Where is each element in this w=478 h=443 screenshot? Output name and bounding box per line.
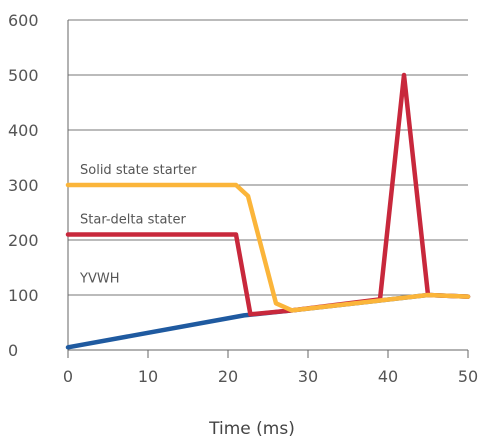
labels: Solid state starter Star-delta stater YVWH xyxy=(79,163,197,286)
y-tick-label-300: 300 xyxy=(8,176,39,195)
y-tick-label-0: 0 xyxy=(8,341,18,360)
x-tick-label-40: 40 xyxy=(378,367,398,386)
series-lines xyxy=(65,72,471,350)
series-label-solid-state-starter: Solid state starter xyxy=(80,163,197,178)
series-line-solid-state-starter xyxy=(65,182,471,313)
series-line-yvwh xyxy=(65,292,471,350)
y-tick-label-500: 500 xyxy=(8,66,39,85)
series-label-yvwh: YVWH xyxy=(79,271,119,286)
series-label-star-delta-stater: Star-delta stater xyxy=(80,213,187,228)
y-tick-label-200: 200 xyxy=(8,231,39,250)
axes: 0 100 200 300 400 500 600 0 10 20 30 40 50 xyxy=(8,11,478,386)
y-tick-label-400: 400 xyxy=(8,121,39,140)
y-tick-label-600: 600 xyxy=(8,11,39,30)
x-tick-label-30: 30 xyxy=(298,367,318,386)
x-tick-label-0: 0 xyxy=(63,367,73,386)
y-tick-label-100: 100 xyxy=(8,286,39,305)
x-tick-label-50: 50 xyxy=(458,367,478,386)
x-axis-label: Time (ms) xyxy=(208,419,295,439)
x-tick-label-20: 20 xyxy=(218,367,238,386)
x-tick-label-10: 10 xyxy=(138,367,158,386)
